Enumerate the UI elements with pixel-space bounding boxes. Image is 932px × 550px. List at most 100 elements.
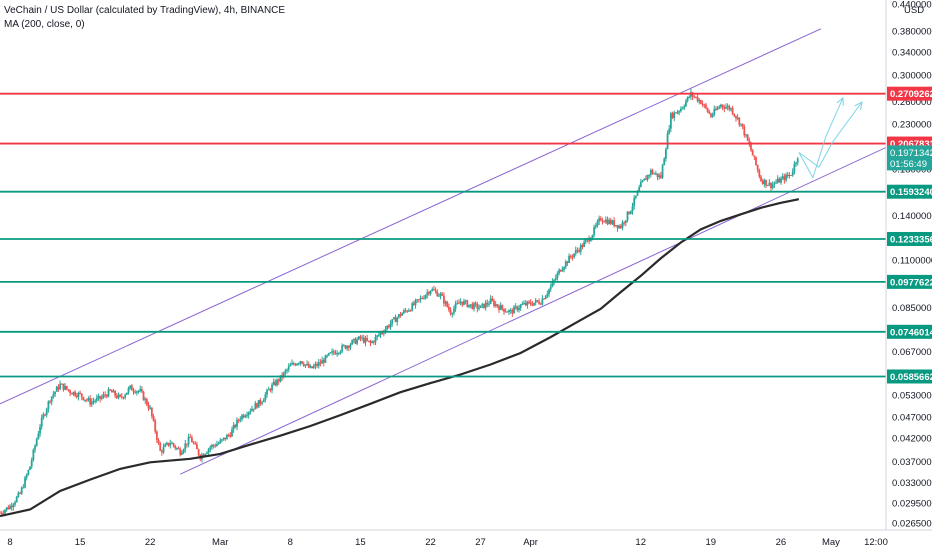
candle-body	[206, 452, 208, 454]
candle-body	[436, 291, 439, 297]
candle-body	[484, 302, 487, 309]
candle	[174, 444, 177, 451]
symbol-title[interactable]: VeChain / US Dollar (calculated by Tradi…	[4, 5, 286, 16]
candle-body	[276, 379, 278, 386]
candle-body	[261, 402, 263, 404]
candle	[114, 390, 117, 399]
candle-body	[414, 300, 417, 305]
candle-body	[10, 505, 13, 508]
candle-body	[464, 300, 467, 302]
candle	[613, 217, 616, 228]
candle	[109, 388, 112, 392]
candle	[49, 400, 51, 404]
candle-body	[419, 297, 422, 300]
candle-body	[160, 450, 163, 453]
candle	[433, 285, 435, 291]
candle	[302, 361, 305, 367]
candle-body	[0, 512, 1, 514]
candle	[448, 303, 450, 313]
candle-body	[331, 351, 334, 353]
candle-body	[693, 96, 696, 98]
candle	[751, 148, 754, 156]
candle	[186, 443, 188, 448]
indicator-label[interactable]: MA (200, close, 0)	[4, 19, 85, 30]
candle-body	[311, 366, 313, 369]
candle-body	[277, 379, 280, 382]
candle	[90, 398, 93, 408]
candle	[29, 466, 31, 471]
candle	[539, 302, 542, 305]
candle-body	[446, 301, 449, 307]
candle	[209, 445, 212, 453]
candle-body	[631, 206, 634, 212]
candle-body	[496, 304, 499, 307]
candle-body	[90, 401, 93, 405]
candle	[716, 105, 719, 111]
candle	[730, 107, 732, 112]
candle-body	[543, 298, 545, 300]
candle	[456, 300, 459, 305]
candle	[157, 438, 160, 446]
candle	[486, 299, 489, 308]
candle-body	[70, 393, 73, 395]
candle-body	[312, 366, 315, 369]
candle	[543, 298, 545, 300]
candle	[681, 106, 684, 110]
candle	[790, 175, 792, 177]
candle-body	[491, 298, 494, 301]
candle-body	[458, 302, 460, 304]
candle-body	[439, 293, 442, 296]
candle-body	[770, 182, 772, 189]
candle	[686, 96, 689, 103]
candle-body	[284, 370, 287, 373]
candle	[488, 300, 490, 308]
candle	[549, 283, 552, 292]
candle	[391, 319, 394, 327]
candle-body	[99, 395, 102, 399]
candle-body	[247, 412, 250, 416]
candle-body	[426, 292, 429, 296]
candle-body	[191, 437, 193, 443]
candle-body	[274, 381, 277, 386]
candle-body	[95, 397, 98, 401]
candle	[70, 392, 73, 395]
candle-body	[523, 303, 525, 305]
candle-body	[262, 399, 265, 403]
candle	[578, 247, 581, 254]
candle-body	[177, 448, 180, 450]
y-tick-label: 0.03300000	[892, 478, 932, 489]
candle	[286, 368, 288, 374]
candle	[431, 287, 434, 292]
candle	[377, 331, 380, 337]
candle	[466, 299, 469, 308]
candle	[20, 486, 23, 495]
candle-body	[219, 440, 222, 444]
candle	[756, 164, 759, 173]
candle-body	[553, 279, 555, 282]
x-tick-label: 22	[145, 537, 156, 548]
candle	[489, 295, 492, 305]
candle	[222, 437, 225, 441]
candle	[237, 418, 240, 424]
candle-body	[307, 363, 310, 368]
candle	[42, 412, 45, 420]
candle	[206, 451, 208, 455]
candle	[5, 507, 8, 512]
candle-body	[172, 443, 175, 446]
candle	[464, 299, 467, 305]
candle	[598, 215, 601, 226]
candle-body	[778, 178, 781, 183]
candle	[705, 102, 707, 110]
candle-body	[294, 364, 297, 366]
y-tick-label: 0.05300000	[892, 390, 932, 401]
candle	[80, 393, 83, 401]
candle	[574, 246, 577, 256]
candle	[496, 303, 499, 309]
candle-body	[639, 182, 642, 188]
candle-body	[366, 338, 369, 341]
time-axis	[0, 530, 932, 550]
candle-body	[89, 398, 92, 405]
candle-body	[114, 390, 117, 396]
candle-body	[695, 96, 697, 98]
